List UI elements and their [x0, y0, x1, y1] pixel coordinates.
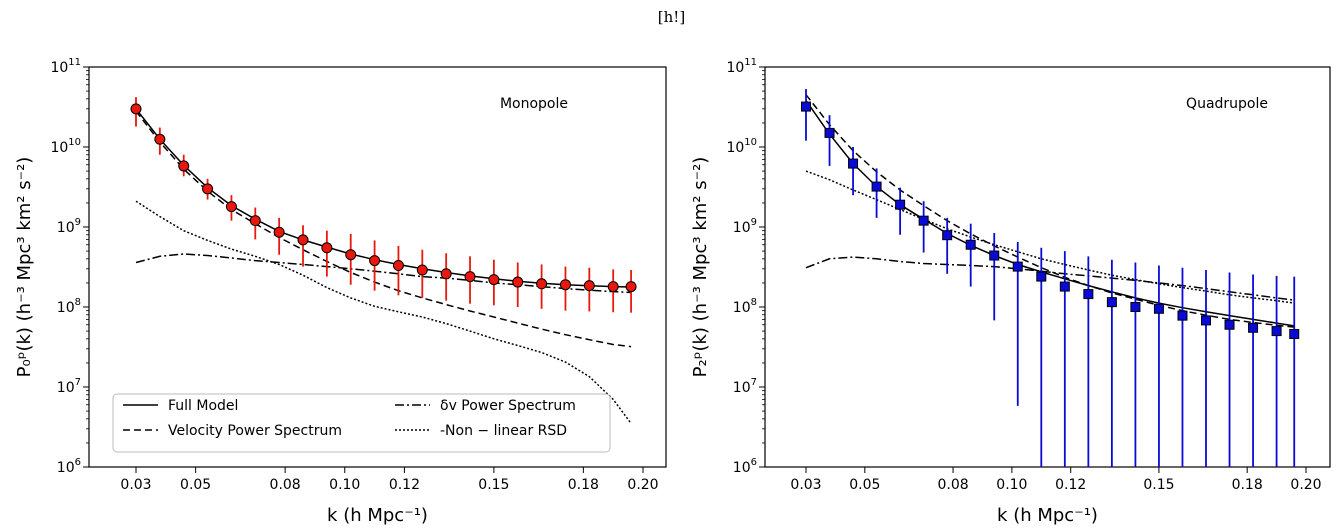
legend-label: -Non − linear RSD — [440, 423, 567, 439]
series-line-non-linear-rsd — [135, 200, 632, 424]
data-point — [536, 278, 548, 290]
x-tick-label: 0.20 — [627, 477, 658, 493]
y-tick-label: 1010 — [50, 137, 81, 156]
data-point — [369, 255, 381, 267]
y-tick-label: 1011 — [50, 57, 81, 76]
data-point — [918, 215, 929, 226]
x-axis-label: k (h Mpc⁻¹) — [997, 505, 1098, 526]
legend-box — [112, 393, 611, 453]
data-point — [416, 264, 428, 276]
data-point — [1289, 328, 1300, 339]
panel-monopole: 106 107 108 109 1010 1011 0.03 0.05 0.08 0.10 0.12… — [14, 57, 667, 526]
data-point — [154, 133, 166, 145]
data-point — [801, 101, 811, 112]
y-axis-label: P₀ᵖ(k) (h⁻³ Mpc³ km² s⁻²) — [14, 157, 35, 378]
data-point — [1177, 310, 1188, 321]
data-point — [440, 268, 452, 280]
series-line-v-power-spectrum — [805, 256, 1295, 301]
x-tick-label: 0.15 — [478, 477, 509, 493]
panel-annotation: Monopole — [500, 96, 568, 112]
data-point — [1036, 271, 1047, 282]
data-point — [225, 201, 237, 213]
x-tick-label: 0.08 — [937, 477, 968, 493]
legend-label: Velocity Power Spectrum — [168, 423, 342, 439]
data-point — [965, 239, 976, 250]
data-point — [583, 280, 595, 292]
data-point — [1153, 303, 1164, 314]
x-tick-label: 0.12 — [1055, 477, 1086, 493]
x-tick-label: 0.12 — [389, 477, 420, 493]
y-tick-label: 107 — [733, 377, 757, 396]
page-header: [h!] — [657, 8, 686, 26]
x-tick-label: 0.05 — [180, 477, 211, 493]
y-tick-label: 108 — [57, 297, 81, 316]
data-point — [895, 199, 906, 210]
x-tick-label: 0.20 — [1290, 477, 1321, 493]
data-point — [178, 160, 190, 172]
x-tick-label: 0.18 — [1232, 477, 1263, 493]
data-point — [273, 226, 285, 238]
data-point — [1224, 319, 1235, 330]
data-point — [1012, 261, 1023, 272]
data-point — [824, 127, 835, 138]
x-tick-label: 0.03 — [120, 477, 151, 493]
data-point — [848, 158, 859, 169]
data-point — [1201, 315, 1211, 326]
x-tick-label: 0.15 — [1143, 477, 1174, 493]
data-point — [607, 281, 619, 293]
x-tick-label: 0.03 — [790, 477, 821, 493]
data-point — [1248, 322, 1259, 333]
series-line-non-linear-rsd — [805, 170, 1295, 304]
y-tick-label: 107 — [57, 377, 81, 396]
x-tick-label: 0.18 — [568, 477, 599, 493]
data-point — [130, 103, 142, 115]
data-point — [297, 234, 309, 246]
data-point — [512, 276, 524, 288]
y-tick-label: 108 — [733, 297, 757, 316]
data-point — [1106, 297, 1117, 308]
data-point — [464, 271, 476, 283]
x-tick-label: 0.05 — [849, 477, 880, 493]
x-tick-label: 0.10 — [996, 477, 1027, 493]
data-point — [321, 242, 333, 254]
y-tick-label: 106 — [57, 457, 81, 476]
series-line-v-power-spectrum — [135, 253, 632, 294]
x-tick-label: 0.08 — [270, 477, 301, 493]
y-tick-label: 109 — [733, 217, 757, 236]
panel-annotation: Quadrupole — [1186, 96, 1268, 112]
data-point — [202, 183, 214, 195]
data-point — [942, 230, 953, 241]
y-tick-label: 1011 — [726, 57, 757, 76]
x-axis-label: k (h Mpc⁻¹) — [327, 505, 428, 526]
legend-label: δv Power Spectrum — [440, 398, 576, 414]
y-axis-label: P₂ᵖ(k) (h⁻³ Mpc³ km² s⁻²) — [690, 157, 711, 378]
y-tick-label: 1010 — [726, 137, 757, 156]
data-point — [989, 250, 1000, 261]
series-line-velocity-power-spectrum — [805, 94, 1295, 328]
x-tick-label: 0.10 — [329, 477, 360, 493]
data-point — [1130, 302, 1141, 312]
legend: Full Model Velocity Power Spectrum δv Powe… — [112, 393, 611, 453]
data-point — [1271, 326, 1282, 337]
plot-frame — [88, 66, 667, 468]
plot-frame — [764, 66, 1331, 468]
data-point — [249, 215, 261, 227]
legend-label: Full Model — [168, 398, 238, 414]
data-point — [392, 260, 404, 272]
data-point — [488, 274, 500, 286]
data-point — [1083, 289, 1094, 300]
data-point — [871, 181, 882, 192]
data-point — [345, 249, 357, 261]
panel-quadrupole: 106 107 108 109 1010 1011 0.03 0.05 0.08 0.10 0.12… — [690, 57, 1331, 526]
y-tick-label: 106 — [733, 457, 757, 476]
data-point — [625, 281, 637, 293]
series-line-full-model — [805, 100, 1295, 327]
series-line-full-model — [135, 108, 632, 288]
y-tick-label: 109 — [57, 217, 81, 236]
series-line-velocity-power-spectrum — [135, 110, 632, 348]
data-point — [559, 279, 571, 291]
data-point — [1059, 281, 1070, 292]
